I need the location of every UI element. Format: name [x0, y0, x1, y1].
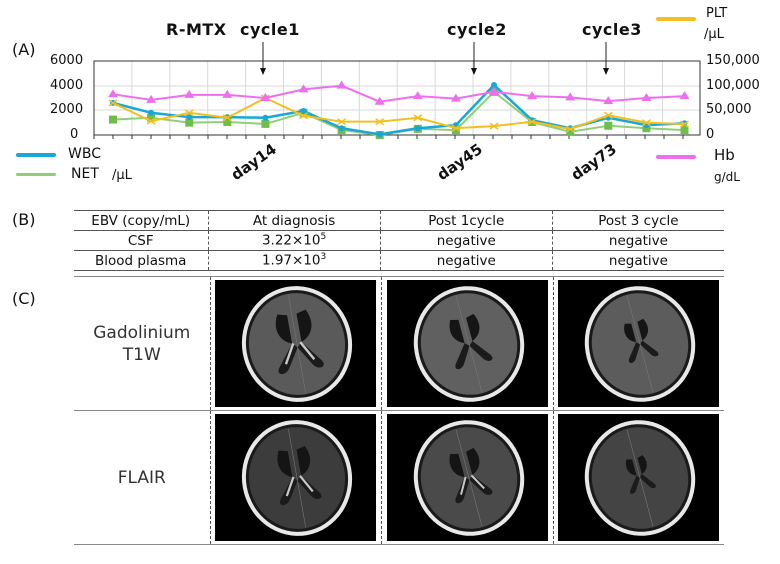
y-left-tick-4000: 4000 [50, 78, 84, 93]
post3-value: negative [551, 230, 724, 251]
mri-grid: Gadolinium T1W [74, 276, 724, 545]
diagnosis-value: 1.97×103 [207, 250, 381, 271]
y-left-tick-2000: 2000 [50, 102, 84, 117]
header-cell: Post 3 cycle [551, 210, 724, 231]
chart-title: R-MTX [166, 20, 227, 39]
row-label: Blood plasma [74, 250, 208, 271]
header-cell: Post 1cycle [379, 210, 553, 231]
ebv-table: EBV (copy/mL) At diagnosis Post 1cycle P… [74, 210, 724, 271]
legend-hb-label: Hb [714, 146, 735, 164]
mri-t1w-post1 [386, 280, 548, 407]
header-cell: EBV (copy/mL) [74, 210, 208, 231]
y-left-tick-6000: 6000 [50, 53, 84, 68]
mri-row-flair: FLAIR [74, 410, 724, 545]
chart-series [108, 80, 690, 139]
legend-wbc-label: WBC [68, 146, 101, 162]
row-label-gadolinium: Gadolinium T1W [93, 322, 191, 365]
legend-plt-label: PLT [706, 6, 728, 21]
post3-value: negative [551, 250, 724, 271]
plot-frame [93, 60, 701, 136]
header-cell: At diagnosis [207, 210, 381, 231]
legend-hb-unit: g/dL [714, 170, 740, 184]
mri-row-gadolinium: Gadolinium T1W [74, 276, 724, 410]
legend-net-label: NET [71, 166, 99, 182]
diagnosis-value: 3.22×105 [207, 230, 381, 251]
legend-wbc-swatch [16, 153, 56, 157]
y-right-tick-0: 0 [706, 127, 715, 142]
panel-label-b: (B) [12, 210, 36, 229]
x-axis-ticks [93, 135, 684, 139]
post1-value: negative [379, 250, 553, 271]
cycle1-label: cycle1 [240, 20, 300, 39]
hb-line [112, 84, 685, 103]
line-chart [93, 42, 701, 139]
table-header-row: EBV (copy/mL) At diagnosis Post 1cycle P… [74, 210, 724, 231]
legend-plt-swatch [656, 17, 696, 21]
panel-label-a: (A) [12, 40, 36, 59]
y-right-tick-50000: 50,000 [706, 102, 752, 117]
mri-t1w-post3 [558, 280, 720, 407]
table-row: CSF 3.22×105 negative negative [74, 230, 724, 251]
table-row: Blood plasma 1.97×103 negative negative [74, 250, 724, 271]
post1-value: negative [379, 230, 553, 251]
mri-flair-diagnosis [215, 414, 377, 541]
legend-plt-unit: /μL [704, 27, 724, 42]
mri-flair-post1 [386, 414, 548, 541]
chart-grid [94, 61, 700, 135]
legend-hb-swatch [656, 155, 696, 159]
mri-t1w-diagnosis [215, 280, 377, 407]
plt-line [112, 96, 685, 131]
row-label: CSF [74, 230, 208, 251]
legend-net-unit: /μL [112, 168, 132, 183]
y-right-tick-150000: 150,000 [706, 53, 760, 68]
legend-net-swatch [16, 173, 56, 176]
row-label-flair: FLAIR [117, 467, 166, 488]
cycle2-label: cycle2 [447, 20, 507, 39]
cycle-arrows [260, 42, 609, 75]
cycle3-label: cycle3 [582, 20, 642, 39]
y-left-tick-0: 0 [70, 127, 79, 142]
mri-flair-post3 [558, 414, 720, 541]
y-right-tick-100000: 100,000 [706, 78, 760, 93]
panel-label-c: (C) [12, 289, 36, 308]
